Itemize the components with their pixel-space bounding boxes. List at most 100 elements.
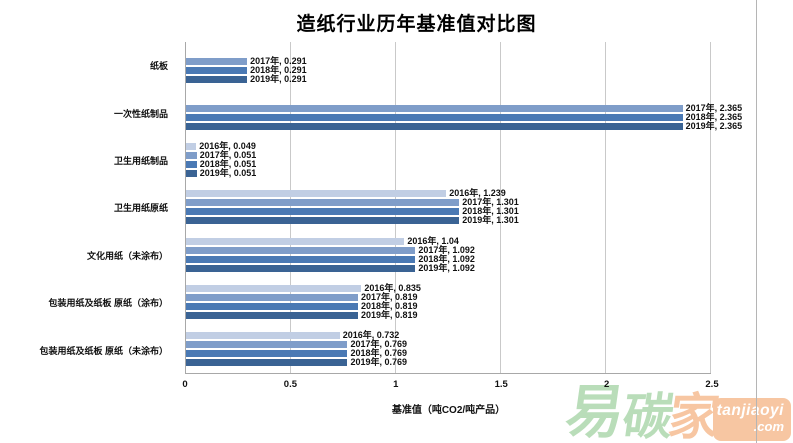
category-label-3: 卫生用纸制品 [113, 156, 168, 167]
gridline-2 [605, 42, 606, 373]
bar-value-label: 2018年, 1.092 [418, 253, 475, 264]
bar-2019年 [186, 122, 683, 130]
bar-line-2018年: 2018年, 2.365 [186, 112, 742, 121]
bar-2019年 [186, 75, 248, 83]
bar-slot-empty [186, 49, 711, 56]
bar-2017年 [186, 246, 416, 254]
bar-value-label: 2016年, 0.049 [199, 141, 256, 152]
x-tick-label-0: 0 [182, 379, 188, 390]
plot-area: 2017年, 0.291 2018年, 0.291 2019年, 0.291 2017… [185, 42, 742, 374]
category-row-7: 2016年, 0.732 2017年, 0.769 2018年, 0.769 2019… [186, 326, 711, 373]
category-row-3: 2016年, 0.049 2017年, 0.051 2018年, 0.051 2019… [186, 137, 711, 184]
bar-value-label: 2017年, 1.092 [418, 244, 475, 255]
bar-line-2016年: 2016年, 1.04 [186, 235, 711, 246]
bar-2017年 [186, 294, 358, 302]
bar-line-2016年: 2016年, 1.239 [186, 188, 711, 199]
category-label-4: 卫生用纸原纸 [113, 203, 168, 214]
bar-2017年 [186, 104, 683, 112]
bar-line-2018年: 2018年, 1.301 [186, 206, 711, 217]
bar-2019年 [186, 359, 348, 367]
watermark-char-jia: 家 [665, 389, 723, 443]
bar-line-2017年: 2017年, 0.819 [186, 293, 711, 302]
bar-line-2016年: 2016年, 0.835 [186, 284, 711, 293]
bar-2017年 [186, 341, 348, 349]
bar-value-label: 2018年, 0.051 [199, 159, 257, 170]
bar-2016年 [186, 285, 362, 293]
bar-2017年 [186, 57, 248, 65]
bar-2018年 [186, 113, 683, 121]
bar-2019年 [186, 170, 197, 178]
bar-2016年 [186, 190, 447, 198]
x-tick-label-0.5: 0.5 [283, 379, 297, 390]
bar-value-label: 2019年, 0.769 [350, 357, 408, 368]
bar-2018年 [186, 161, 197, 169]
bar-line-2017年: 2017年, 1.092 [186, 244, 711, 255]
bar-line-2019年: 2019年, 2.365 [186, 121, 742, 130]
spreadsheet-gridline [756, 0, 757, 443]
x-tick-label-2.5: 2.5 [705, 379, 719, 390]
x-axis-ticks: 0 0.5 1 1.5 2 2.5 [182, 379, 718, 392]
watermark-domain-box: tanjiaoyi .com [713, 398, 791, 441]
bar-value-label: 2019年, 2.365 [685, 120, 743, 131]
bar-value-label: 2017年, 0.051 [199, 150, 257, 161]
category-row-2: 2017年, 2.365 2018年, 2.365 2019年, 2.365 [186, 89, 742, 136]
bar-2018年 [186, 208, 460, 216]
gridline-1.5 [500, 42, 501, 373]
bar-value-label: 2019年, 1.301 [462, 215, 519, 226]
bar-line-2016年: 2016年, 0.049 [186, 141, 711, 152]
bar-slot-empty [186, 96, 711, 103]
category-row-6: 2016年, 0.835 2017年, 0.819 2018年, 0.819 2019… [186, 278, 711, 325]
gridline-1 [395, 42, 396, 373]
x-tick-label-1: 1 [393, 379, 399, 390]
y-axis-category-labels: 纸板 一次性纸制品 卫生用纸制品 卫生用纸原纸 文化用纸（未涂布） 包装用纸及纸板 原纸（… [0, 42, 178, 374]
watermark-char-tan: 碳 [619, 389, 677, 443]
bar-2017年 [186, 152, 197, 160]
bar-2019年 [186, 217, 460, 225]
bar-value-label: 2016年, 1.04 [407, 235, 459, 246]
bar-value-label: 2018年, 1.301 [462, 206, 519, 217]
watermark-domain-name: tanjiaoyi [716, 402, 784, 419]
bar-value-label: 2019年, 0.291 [250, 73, 307, 84]
bar-line-2019年: 2019年, 0.051 [186, 168, 711, 179]
bar-line-2018年: 2018年, 0.291 [186, 65, 711, 74]
bar-2016年 [186, 332, 340, 340]
bar-value-label: 2019年, 0.051 [199, 168, 257, 179]
gridline-0.5 [290, 42, 291, 373]
bar-2019年 [186, 264, 416, 272]
bar-value-label: 2017年, 2.365 [685, 102, 743, 113]
chart-title: 造纸行业历年基准值对比图 [296, 14, 537, 35]
bar-value-label: 2019年, 1.092 [418, 262, 475, 273]
category-label-1: 纸板 [149, 61, 168, 72]
bar-line-2017年: 2017年, 2.365 [186, 103, 742, 112]
x-tick-label-2: 2 [603, 379, 610, 390]
bar-value-label: 2018年, 2.365 [685, 111, 743, 122]
bar-2016年 [186, 143, 197, 151]
bar-line-2018年: 2018年, 0.819 [186, 301, 711, 312]
bar-line-2018年: 2018年, 1.092 [186, 253, 711, 264]
bar-value-label: 2018年, 0.819 [360, 301, 418, 312]
bar-value-label: 2018年, 0.769 [350, 348, 408, 359]
bar-value-label: 2017年, 1.301 [462, 197, 519, 208]
category-label-7: 包装用纸及纸板 原纸（未涂布） [39, 345, 168, 356]
bar-line-2019年: 2019年, 1.092 [186, 262, 711, 273]
bar-value-label: 2019年, 0.819 [360, 310, 418, 321]
category-label-2: 一次性纸制品 [113, 108, 168, 119]
bar-line-2019年: 2019年, 0.291 [186, 73, 711, 84]
bar-line-2019年: 2019年, 0.819 [186, 310, 711, 321]
bar-2018年 [186, 350, 348, 358]
category-row-4: 2016年, 1.239 2017年, 1.301 2018年, 1.301 2019… [186, 184, 711, 231]
bar-2018年 [186, 303, 358, 311]
bar-line-2017年: 2017年, 0.051 [186, 150, 711, 161]
bar-value-label: 2016年, 1.239 [449, 188, 506, 199]
bar-value-label: 2016年, 0.732 [342, 330, 400, 341]
watermark-domain-tld: .com [753, 419, 784, 434]
bar-line-2019年: 2019年, 1.301 [186, 215, 711, 226]
gridline-2.5 [710, 42, 711, 373]
x-axis-title: 基准值（吨CO2/吨产品） [391, 405, 506, 416]
bar-line-2017年: 2017年, 0.769 [186, 340, 711, 349]
bar-line-2016年: 2016年, 0.732 [186, 330, 711, 341]
bar-line-2018年: 2018年, 0.051 [186, 159, 711, 170]
category-label-6: 包装用纸及纸板 原纸（涂布） [48, 298, 168, 309]
bar-line-2019年: 2019年, 0.769 [186, 357, 711, 368]
